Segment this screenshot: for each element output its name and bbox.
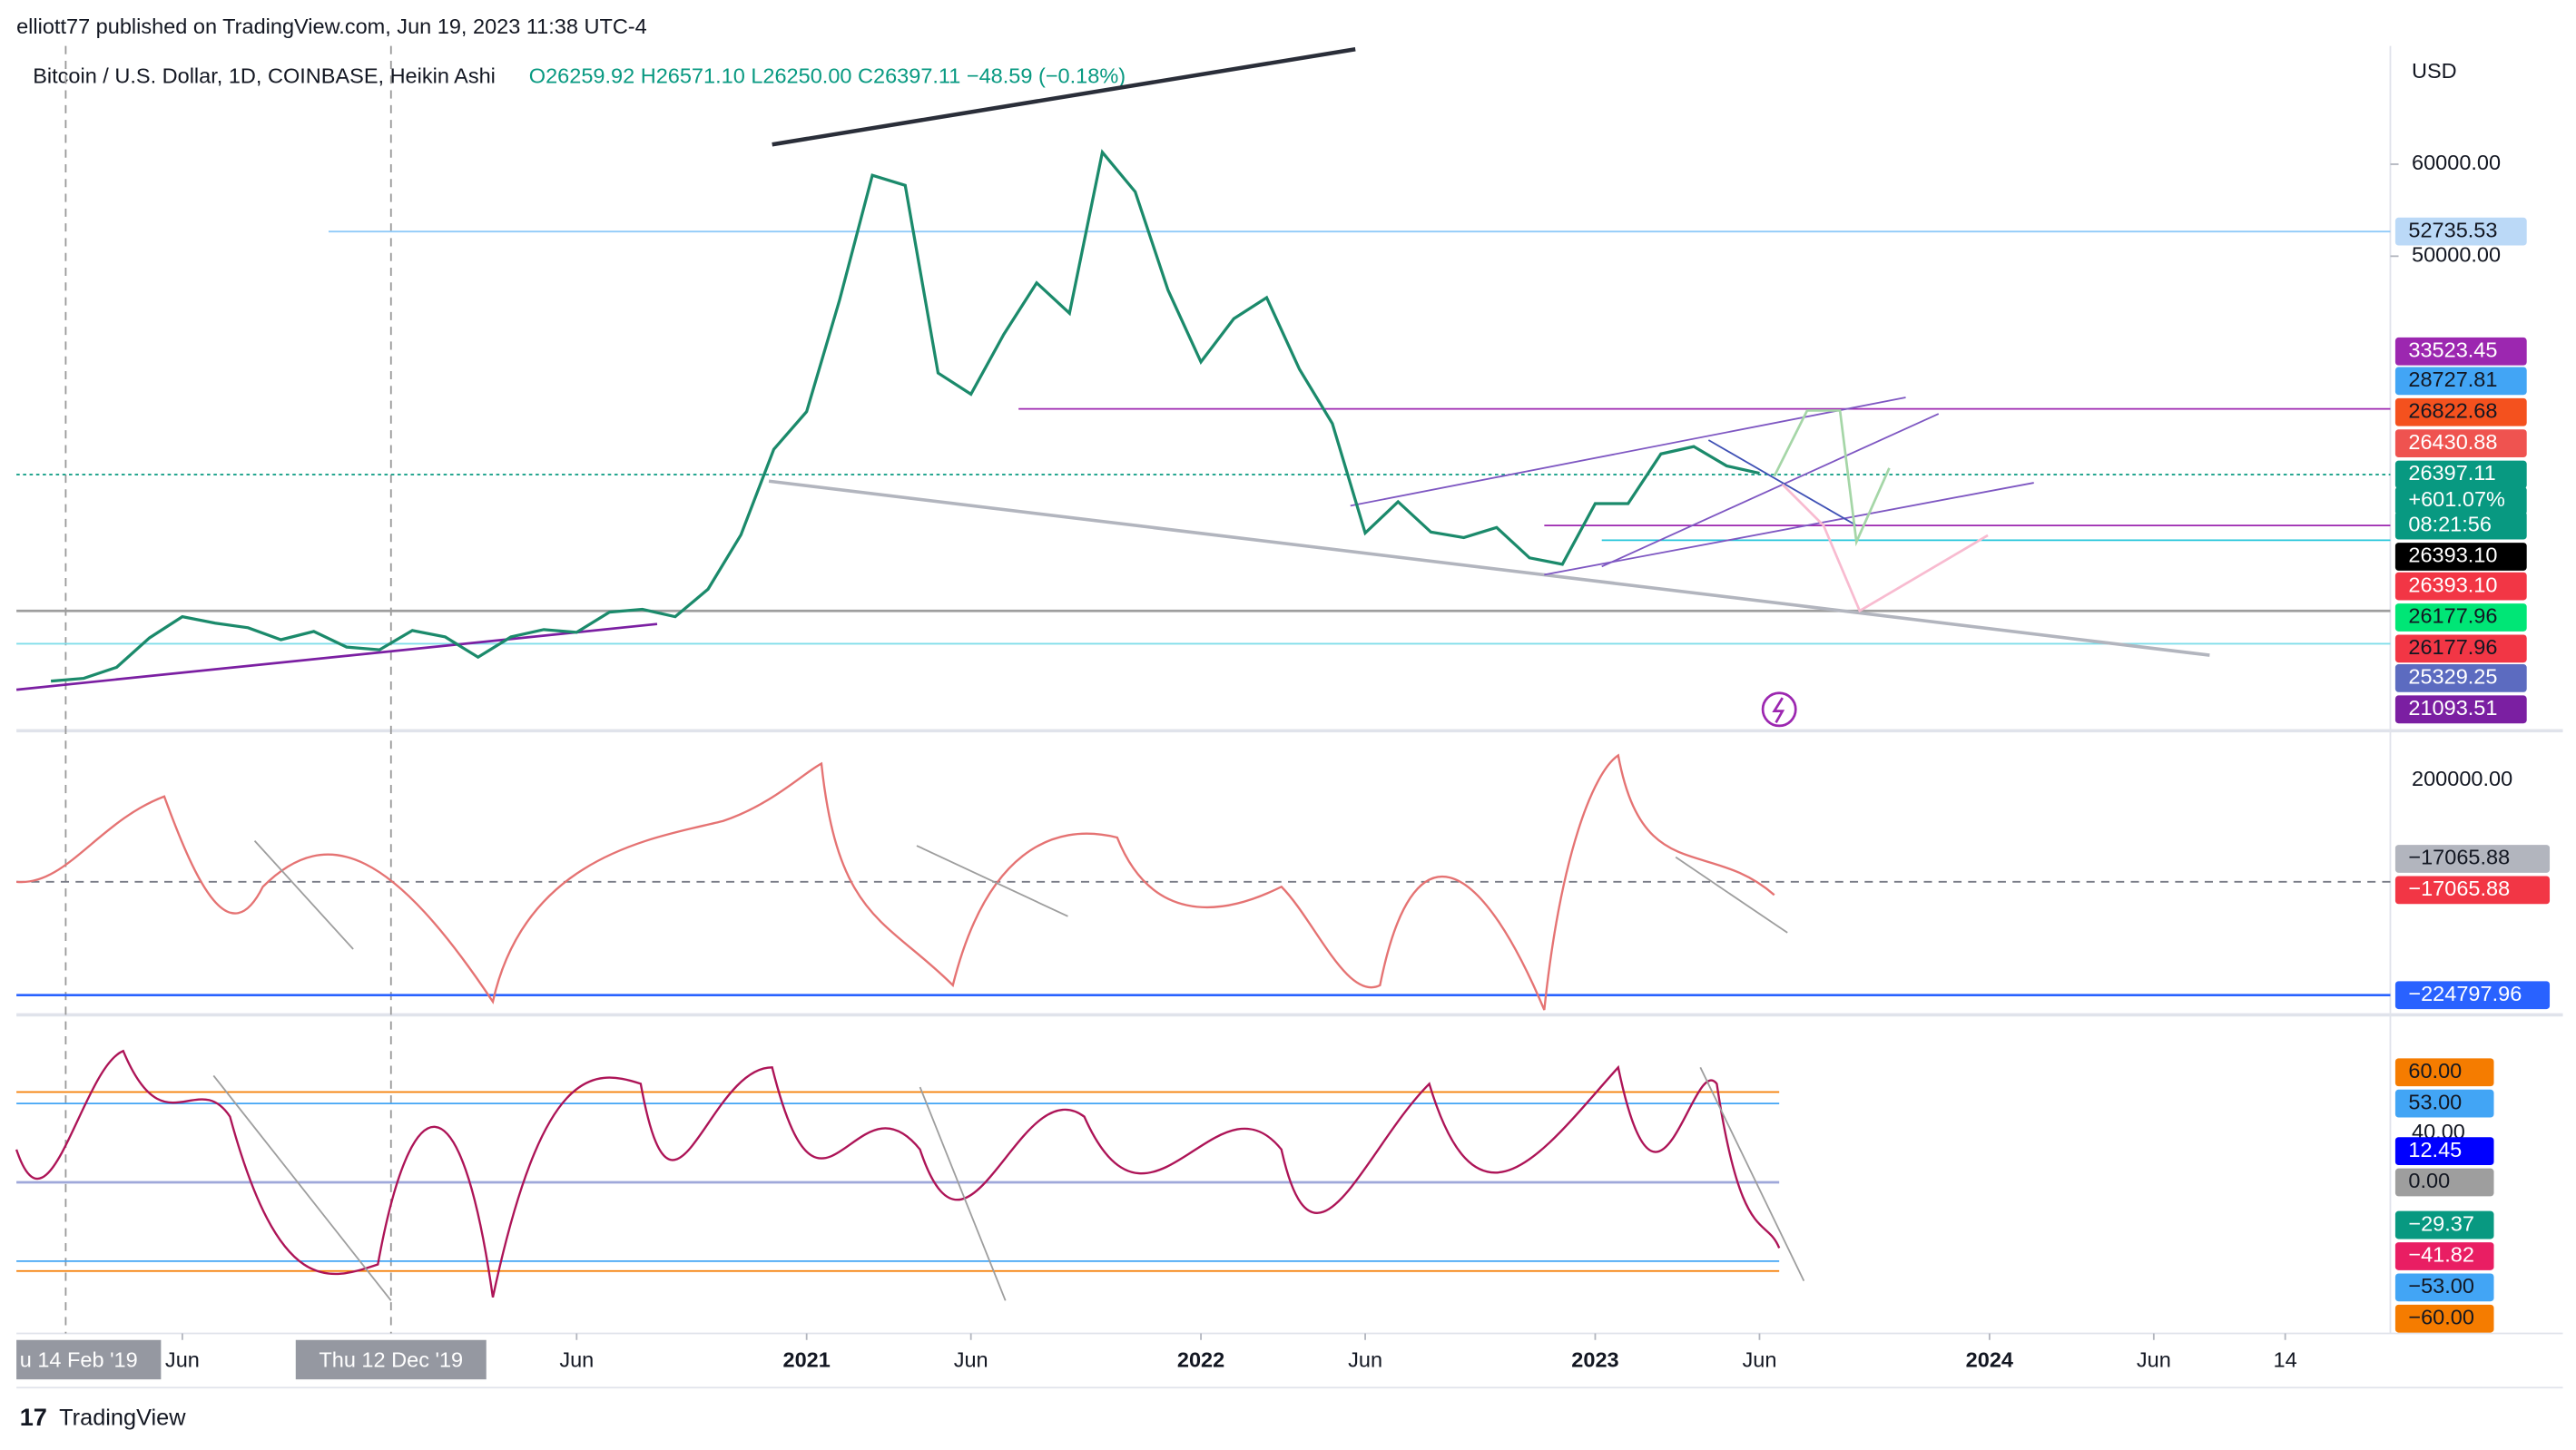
price-tag-bg	[2394, 634, 2527, 663]
price-tag: −224797.96	[2408, 982, 2522, 1005]
price-tag: −29.37	[2408, 1211, 2474, 1235]
trend-line	[212, 1074, 392, 1301]
price-tag-bg	[2394, 981, 2551, 1010]
oscillator-line	[15, 753, 1775, 1011]
price-tag: −17065.88	[2408, 846, 2510, 869]
footer-logo: 17	[20, 1403, 47, 1431]
price-tag-bg	[2394, 543, 2527, 571]
price-tag: 26177.96	[2408, 604, 2497, 628]
price-tag: 26397.11	[2408, 461, 2495, 485]
rsi-line	[15, 1049, 1781, 1298]
x-tick-label: Jun	[165, 1347, 200, 1371]
price-tag: 0.00	[2408, 1169, 2450, 1192]
price-tag: 25329.25	[2408, 665, 2497, 689]
x-tick-label: 2022	[1177, 1347, 1224, 1371]
trend-line	[772, 47, 1356, 147]
crosshair-label-bg	[16, 1339, 162, 1380]
symbol: Bitcoin / U.S. Dollar, 1D, COINBASE, Hei…	[33, 64, 496, 87]
price-tag-bg	[2394, 1304, 2494, 1333]
price-tag-bg	[2394, 1058, 2494, 1087]
alert-icon-bolt	[1772, 697, 1785, 723]
alert-icon[interactable]	[1761, 691, 1797, 728]
ohlc: O26259.92 H26571.10 L26250.00 C26397.11 …	[529, 64, 1126, 87]
crosshair-label-bg	[295, 1339, 487, 1380]
channel-line	[1601, 413, 1940, 568]
price-tag: −53.00	[2408, 1274, 2474, 1298]
price-tag-bg	[2394, 397, 2527, 426]
price-tag-bg	[2394, 664, 2527, 692]
channel-line	[1350, 397, 1906, 507]
projection	[1781, 483, 1989, 613]
price-tag-bg	[2394, 1089, 2494, 1118]
price-tag: 28727.81	[2408, 367, 2497, 391]
oscillator-tick: 200000.00	[2412, 767, 2512, 790]
price-tag: −41.82	[2408, 1243, 2474, 1267]
price-tag-bg	[2394, 845, 2551, 873]
price-tag: 21093.51	[2408, 696, 2497, 720]
y-tick-label: 50000.00	[2412, 243, 2501, 267]
price-tag: −17065.88	[2408, 877, 2510, 900]
price-tag: −60.00	[2408, 1305, 2474, 1328]
currency: USD	[2412, 59, 2457, 83]
price-tag-bg	[2394, 695, 2527, 724]
price-tag: 26393.10	[2408, 573, 2497, 596]
price-tag: 08:21:56	[2408, 512, 2492, 535]
footer-brand: TradingView	[59, 1405, 186, 1430]
x-tick-label: Jun	[1348, 1347, 1382, 1371]
price-tag: 52735.53	[2408, 218, 2497, 241]
x-tick-label: 14	[2274, 1347, 2297, 1371]
price-tag-bg	[2394, 1242, 2494, 1270]
price-tag-bg	[2394, 1273, 2494, 1302]
price-tag: 26177.96	[2408, 635, 2497, 659]
trend-line	[768, 479, 2210, 657]
price-tag-bg	[2394, 337, 2527, 366]
crosshair-label: Thu 12 Dec '19	[319, 1347, 463, 1371]
price-tag: 60.00	[2408, 1059, 2462, 1083]
price-tag-bg	[2394, 876, 2551, 905]
x-tick-label: 2024	[1966, 1347, 2013, 1371]
price-tag: 26822.68	[2408, 398, 2497, 422]
price-tag: 12.45	[2408, 1138, 2462, 1161]
trend-line	[919, 1086, 1007, 1301]
price-line	[50, 149, 1760, 683]
trend-line	[1675, 856, 1788, 934]
x-tick-label: 2021	[783, 1347, 831, 1371]
trend-line	[916, 845, 1068, 917]
price-tag-bg	[2394, 217, 2527, 246]
x-tick-label: 2023	[1571, 1347, 1618, 1371]
price-tag-bg	[2394, 572, 2527, 601]
trend-line	[253, 839, 354, 950]
price-tag-bg	[2394, 486, 2527, 515]
channel-line	[1544, 482, 2034, 576]
price-tag: 26393.10	[2408, 544, 2497, 567]
channel-line	[1707, 439, 1857, 526]
price-tag-bg	[2394, 1168, 2494, 1197]
price-tag-bg	[2394, 1137, 2494, 1166]
projection	[1773, 409, 1891, 547]
price-tag-bg	[2394, 1210, 2494, 1239]
x-tick-label: Jun	[559, 1347, 594, 1371]
y-tick-label: 60000.00	[2412, 151, 2501, 174]
price-tag: 33523.45	[2408, 338, 2497, 362]
x-tick-label: Jun	[954, 1347, 988, 1371]
trend-line	[15, 622, 658, 691]
crosshair-label: u 14 Feb '19	[20, 1347, 138, 1371]
price-tag: 26430.88	[2408, 430, 2497, 454]
price-tag: +601.07%	[2408, 487, 2505, 511]
price-tag-bg	[2394, 460, 2527, 489]
price-tag-bg	[2394, 429, 2527, 458]
published-line: elliott77 published on TradingView.com, …	[16, 15, 647, 38]
price-tag: 53.00	[2408, 1090, 2462, 1113]
x-tick-label: Jun	[2137, 1347, 2171, 1371]
price-tag-bg	[2394, 367, 2527, 396]
price-tag-bg	[2394, 603, 2527, 632]
x-tick-label: Jun	[1742, 1347, 1776, 1371]
trend-line	[1699, 1066, 1805, 1281]
price-tag-bg	[2394, 511, 2527, 540]
